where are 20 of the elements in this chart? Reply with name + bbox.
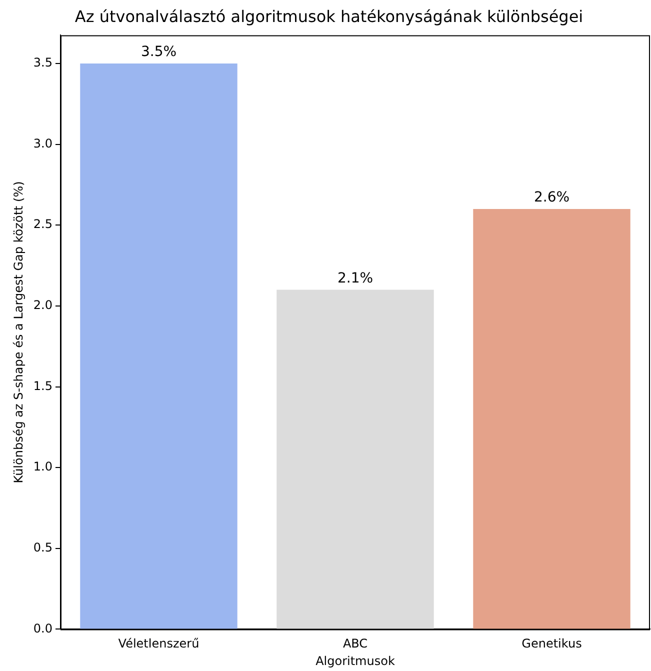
y-tick-label: 3.0 xyxy=(33,136,52,150)
data-label: 2.6% xyxy=(534,190,570,206)
y-axis-title: Különbség az S-shape és a Largest Gap között (%) xyxy=(11,181,26,484)
x-tick-label: ABC xyxy=(342,636,368,651)
y-tick-label: 2.0 xyxy=(33,298,52,312)
bar xyxy=(473,208,630,629)
y-tick-label: 3.5 xyxy=(33,56,52,70)
y-tick-label: 0.5 xyxy=(33,540,52,555)
data-label: 3.5% xyxy=(140,44,177,60)
x-axis-title: Algoritmusok xyxy=(316,654,395,668)
chart-title: Az útvonalválasztó algoritmusok hatékonyságának különbségei xyxy=(74,6,584,26)
bar xyxy=(276,290,434,629)
data-label: 2.1% xyxy=(337,270,374,286)
x-tick-label: Genetikus xyxy=(522,636,582,651)
y-tick-label: 1.5 xyxy=(33,378,52,393)
x-tick-label: Véletlenszerű xyxy=(118,636,200,651)
y-tick-label: 0.0 xyxy=(33,621,52,636)
y-tick-label: 1.0 xyxy=(33,460,52,474)
y-tick-label: 2.5 xyxy=(33,217,52,232)
bar xyxy=(80,63,238,629)
